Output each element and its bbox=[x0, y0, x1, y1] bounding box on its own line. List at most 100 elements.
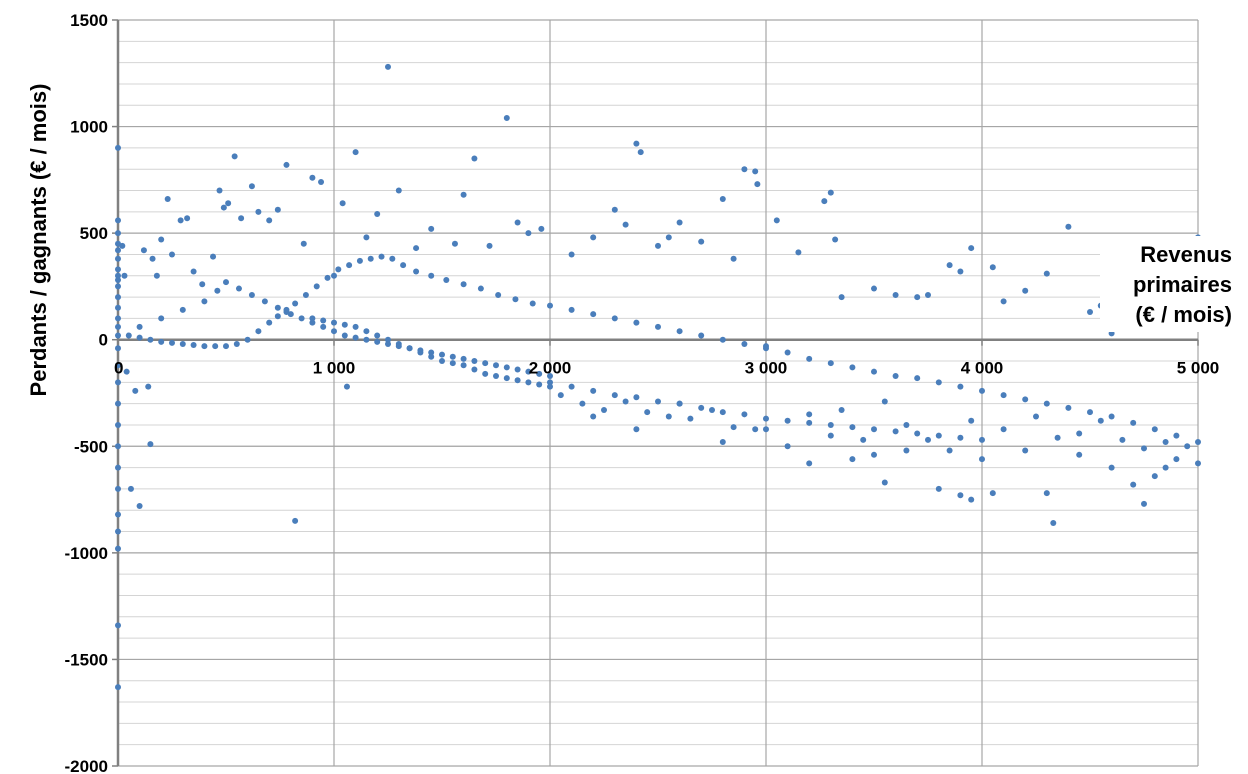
data-point bbox=[158, 315, 165, 322]
data-point bbox=[115, 528, 121, 535]
data-point bbox=[363, 234, 370, 241]
data-point bbox=[547, 372, 553, 379]
data-point bbox=[179, 306, 186, 313]
data-point bbox=[400, 262, 407, 269]
data-point bbox=[838, 294, 845, 301]
data-point bbox=[806, 411, 813, 418]
data-point bbox=[1043, 400, 1050, 407]
data-point bbox=[147, 441, 154, 448]
data-point bbox=[968, 496, 975, 503]
data-point bbox=[601, 407, 607, 414]
data-point bbox=[914, 375, 921, 382]
data-point bbox=[320, 317, 327, 324]
data-point bbox=[935, 432, 942, 439]
data-point bbox=[806, 355, 813, 362]
data-point bbox=[568, 251, 575, 258]
data-point bbox=[212, 343, 219, 350]
data-point bbox=[356, 257, 363, 264]
data-point bbox=[557, 392, 564, 399]
tick-labels: -2000 -1500 -1000 -500 0 500 1000 1500 0 1 000 2 0… bbox=[65, 11, 1220, 774]
gridlines bbox=[117, 19, 1199, 767]
data-point bbox=[115, 283, 121, 290]
data-point bbox=[752, 168, 759, 175]
data-point bbox=[968, 245, 975, 252]
data-point bbox=[536, 381, 543, 388]
data-point bbox=[1022, 396, 1029, 403]
data-point bbox=[827, 421, 834, 428]
data-point bbox=[860, 436, 867, 443]
x-axis-label-background bbox=[1100, 236, 1240, 332]
data-point bbox=[274, 304, 281, 311]
data-point bbox=[417, 349, 424, 356]
data-point bbox=[225, 200, 232, 207]
data-point bbox=[274, 313, 281, 320]
data-point bbox=[147, 336, 154, 343]
data-point bbox=[190, 268, 197, 275]
data-point bbox=[339, 200, 346, 207]
data-point bbox=[127, 485, 134, 492]
data-point bbox=[821, 198, 828, 205]
data-point bbox=[482, 360, 489, 367]
data-point bbox=[676, 400, 683, 407]
data-point bbox=[428, 349, 435, 356]
data-point bbox=[367, 255, 374, 262]
data-point bbox=[460, 281, 467, 288]
data-point bbox=[184, 215, 191, 222]
data-point bbox=[754, 181, 761, 188]
data-point bbox=[1022, 287, 1029, 294]
data-point bbox=[763, 415, 769, 422]
data-point bbox=[935, 379, 942, 386]
data-point bbox=[1162, 464, 1169, 471]
data-point bbox=[989, 264, 996, 271]
data-point bbox=[881, 479, 888, 486]
data-point bbox=[503, 115, 510, 122]
data-point bbox=[795, 249, 802, 256]
data-point bbox=[946, 447, 953, 454]
data-point bbox=[503, 364, 510, 371]
data-point bbox=[115, 217, 121, 224]
data-point bbox=[1173, 432, 1180, 439]
data-point bbox=[318, 178, 325, 185]
data-point bbox=[493, 372, 499, 379]
data-point bbox=[158, 236, 165, 243]
data-point bbox=[115, 266, 121, 273]
data-point bbox=[428, 272, 435, 279]
data-point bbox=[1151, 426, 1158, 433]
data-point bbox=[115, 421, 121, 428]
data-point bbox=[719, 336, 726, 343]
x-axis-label-line-1: Revenus bbox=[1140, 242, 1232, 267]
data-point bbox=[655, 242, 661, 249]
data-point bbox=[871, 426, 877, 433]
x-tick-label: 4 000 bbox=[961, 359, 1004, 378]
data-point bbox=[287, 311, 294, 318]
data-point bbox=[1065, 404, 1072, 411]
data-point bbox=[676, 328, 683, 335]
data-point bbox=[1054, 434, 1061, 441]
data-point bbox=[633, 319, 640, 326]
data-point bbox=[514, 219, 521, 226]
data-point bbox=[881, 398, 888, 405]
data-point bbox=[123, 368, 130, 375]
data-point bbox=[199, 281, 206, 288]
data-point bbox=[449, 353, 456, 360]
data-point bbox=[331, 328, 337, 335]
data-point bbox=[115, 485, 121, 492]
data-point bbox=[1000, 298, 1007, 305]
data-point bbox=[115, 464, 121, 471]
data-point bbox=[309, 315, 316, 322]
data-point bbox=[363, 336, 370, 343]
data-point bbox=[136, 323, 143, 330]
data-point bbox=[214, 287, 221, 294]
data-point bbox=[763, 426, 769, 433]
data-point bbox=[389, 255, 396, 262]
data-point bbox=[871, 285, 877, 292]
data-point bbox=[547, 379, 553, 386]
data-point bbox=[547, 302, 553, 309]
data-point bbox=[233, 340, 240, 347]
x-axis-label-line-3: (€ / mois) bbox=[1135, 302, 1232, 327]
data-point bbox=[1130, 481, 1137, 488]
data-point bbox=[115, 345, 121, 352]
data-point bbox=[145, 383, 152, 390]
data-point bbox=[395, 187, 402, 194]
data-point bbox=[838, 407, 845, 414]
